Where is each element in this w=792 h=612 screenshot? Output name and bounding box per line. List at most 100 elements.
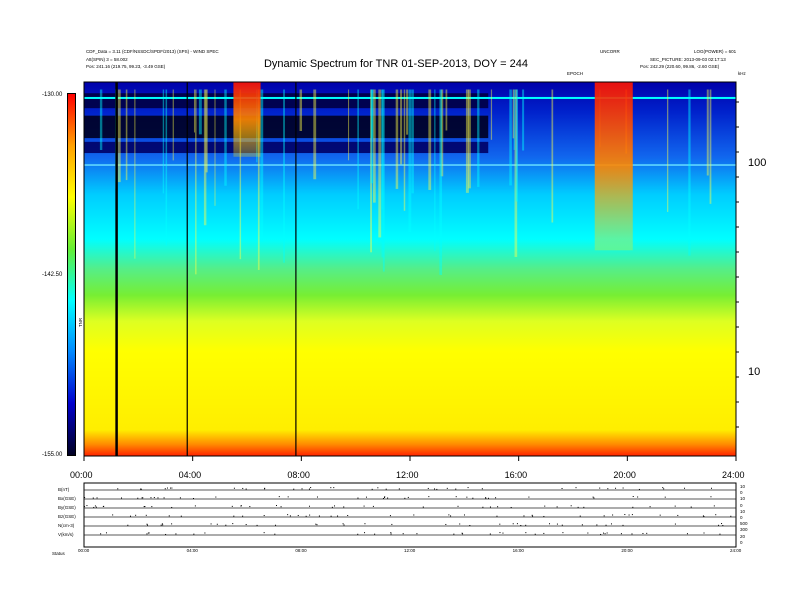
panel-label: By(GSE) bbox=[58, 505, 76, 510]
spectral-streak bbox=[513, 89, 515, 150]
panel-data-point bbox=[525, 532, 527, 534]
burst-1 bbox=[594, 82, 633, 251]
panel-data-point bbox=[175, 533, 177, 535]
panel-data-point bbox=[561, 488, 563, 490]
panel-data-point bbox=[160, 524, 162, 526]
panel-data-point bbox=[384, 496, 386, 498]
panel-data-point bbox=[256, 524, 258, 526]
panel-data-point bbox=[495, 497, 497, 499]
spectral-streak bbox=[162, 89, 165, 194]
panel-data-point bbox=[620, 533, 622, 535]
panel-data-point bbox=[646, 532, 648, 534]
panel-data-point bbox=[194, 505, 196, 507]
panel-data-point bbox=[690, 506, 692, 508]
panel-data-point bbox=[171, 506, 173, 508]
spectral-streak bbox=[522, 89, 525, 151]
panel-data-point bbox=[407, 496, 409, 498]
header-info-right-2: LOG(POWER) = 601 bbox=[694, 49, 737, 54]
panel-data-point bbox=[147, 532, 149, 534]
panel-data-point bbox=[577, 506, 579, 508]
panel-data-point bbox=[662, 487, 664, 489]
panel-data-point bbox=[583, 506, 585, 508]
colorbar-label-mid: -142.50 bbox=[42, 272, 63, 278]
panel-x-tick-label: 04:00 bbox=[186, 548, 198, 553]
panel-data-point bbox=[129, 515, 131, 517]
spectral-streak bbox=[313, 89, 317, 180]
panel-data-point bbox=[308, 488, 310, 490]
spectral-streak bbox=[465, 89, 469, 193]
colorbar-label-bottom: -155.00 bbox=[42, 452, 63, 458]
x-tick-label: 00:00 bbox=[70, 470, 93, 480]
panel-data-point bbox=[632, 496, 634, 498]
panel-data-point bbox=[467, 487, 469, 489]
panel-data-point bbox=[305, 515, 307, 517]
panel-data-point bbox=[416, 533, 418, 535]
panel-data-point bbox=[664, 496, 666, 498]
panel-data-point bbox=[413, 514, 415, 516]
spectral-streak bbox=[440, 89, 444, 177]
panel-data-point bbox=[404, 497, 406, 499]
panel-data-point bbox=[448, 514, 450, 516]
panel-data-point bbox=[100, 533, 102, 535]
panel-data-point bbox=[169, 487, 171, 489]
panel-data-point bbox=[455, 496, 457, 498]
panel-data-point bbox=[549, 523, 551, 525]
panel-data-point bbox=[402, 533, 404, 535]
spectral-streak bbox=[468, 89, 471, 189]
panel-data-point bbox=[525, 524, 527, 526]
panel-data-point bbox=[631, 533, 633, 535]
panels-frame bbox=[83, 482, 737, 548]
spectral-streak bbox=[260, 89, 264, 242]
panel-data-point bbox=[556, 523, 558, 525]
panel-data-point bbox=[374, 533, 376, 535]
panel-data-point bbox=[310, 487, 312, 489]
spectral-streak bbox=[395, 89, 399, 189]
panel-data-point bbox=[485, 497, 487, 499]
panel-data-point bbox=[446, 487, 448, 489]
colorbar-label-top: -130.00 bbox=[42, 92, 63, 98]
panel-data-point bbox=[387, 497, 389, 499]
x-tick-label: 12:00 bbox=[396, 470, 419, 480]
panel-data-point bbox=[357, 533, 359, 535]
panel-label: V(km/s) bbox=[58, 532, 74, 537]
spectral-streak bbox=[706, 89, 709, 176]
panel-right-tick: 0 bbox=[740, 515, 743, 520]
header-info-right-1: UNCORR bbox=[600, 49, 620, 54]
panel-right-tick: 10 bbox=[740, 484, 746, 489]
spectral-streak bbox=[203, 89, 207, 226]
panel-data-point bbox=[309, 514, 311, 516]
panel-data-point bbox=[462, 533, 464, 535]
panel-data-point bbox=[140, 488, 142, 490]
panel-data-point bbox=[92, 497, 94, 499]
panel-data-point bbox=[686, 533, 688, 535]
panel-data-point bbox=[233, 487, 235, 489]
panel-data-point bbox=[385, 488, 387, 490]
spectral-streak bbox=[193, 89, 196, 133]
panel-data-point bbox=[263, 532, 265, 534]
panel-data-point bbox=[532, 515, 534, 517]
panel-data-point bbox=[343, 506, 345, 508]
panel-data-point bbox=[215, 496, 217, 498]
panel-data-point bbox=[596, 524, 598, 526]
panel-data-point bbox=[445, 523, 447, 525]
panel-data-point bbox=[84, 497, 86, 499]
panel-data-point bbox=[94, 505, 96, 507]
panel-data-point bbox=[315, 523, 317, 525]
x-tick-label: 24:00 bbox=[722, 470, 745, 480]
panel-data-point bbox=[579, 515, 581, 517]
panel-data-point bbox=[715, 514, 717, 516]
panel-data-point bbox=[231, 505, 233, 507]
spectral-streak bbox=[403, 89, 406, 211]
panel-right-tick: 0 bbox=[740, 490, 743, 496]
panel-data-point bbox=[297, 514, 299, 516]
panel-x-tick-label: 20:00 bbox=[621, 548, 633, 553]
panel-data-point bbox=[469, 524, 471, 526]
panel-x-tick-label: 16:00 bbox=[512, 548, 524, 553]
panel-data-point bbox=[84, 506, 86, 508]
panel-data-point bbox=[293, 488, 295, 490]
panel-data-point bbox=[146, 523, 148, 525]
panel-data-point bbox=[482, 506, 484, 508]
spectral-streak bbox=[205, 89, 208, 173]
panel-x-tick-label: 08:00 bbox=[295, 548, 307, 553]
